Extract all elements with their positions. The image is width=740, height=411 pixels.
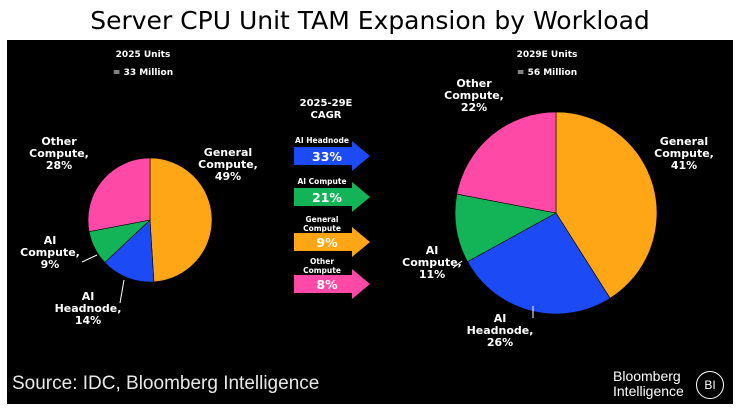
pie-2-label-ai-headnode: 26% <box>487 336 513 349</box>
pie-2-label-other-compute: Other <box>456 77 492 90</box>
pie-1-slice-ai-headnode <box>104 219 155 283</box>
pie-1-label-general-compute: 49% <box>215 170 241 183</box>
pie-2-title: 2029E Units <box>517 50 578 60</box>
pie-1-subtitle: = 33 Million <box>113 68 173 78</box>
pie-chart-2: 2029E Units= 56 MillionGeneralCompute,41… <box>402 50 714 349</box>
cagr-arrow-ai-compute <box>294 182 370 212</box>
cagr-value-ai-compute: 21% <box>312 190 342 205</box>
cagr-value-other-compute: 8% <box>316 277 338 292</box>
pie-2-leader-ai-compute <box>452 260 463 269</box>
cagr-category-general-compute: General <box>306 215 339 224</box>
pie-2-slice-ai-headnode <box>467 212 611 315</box>
pie-2-label-other-compute: 22% <box>461 101 487 114</box>
pie-2-label-general-compute: 41% <box>671 159 697 172</box>
pie-1-label-other-compute: Compute, <box>29 147 89 160</box>
pie-1-label-other-compute: Other <box>41 135 77 148</box>
pie-1-title: 2025 Units <box>116 50 171 60</box>
brand-line-2: Intelligence <box>613 383 684 399</box>
cagr-arrow-other-compute <box>294 269 370 299</box>
cagr-arrow-ai-headnode <box>294 141 370 171</box>
cagr-category-ai-compute: AI Compute <box>297 177 346 186</box>
pie-2-label-ai-compute: 11% <box>419 268 445 281</box>
cagr-title: CAGR <box>311 110 342 121</box>
pie-2-label-general-compute: General <box>660 135 708 148</box>
chart-title: Server CPU Unit TAM Expansion by Workloa… <box>90 6 650 35</box>
cagr-arrow-general-compute <box>294 227 370 257</box>
pie-1-label-ai-compute: Compute, <box>20 246 80 259</box>
pie-1-label-other-compute: 28% <box>46 159 72 172</box>
pie-2-label-ai-compute: Compute, <box>402 256 462 269</box>
pie-1-label-ai-compute: 9% <box>41 258 60 271</box>
cagr-title: 2025-29E <box>300 98 353 109</box>
pie-1-leader-ai-headnode <box>119 279 125 304</box>
source-note: Source: IDC, Bloomberg Intelligence <box>12 373 320 394</box>
brand-logo: Bloomberg Intelligence <box>613 369 684 399</box>
pie-chart-1: 2025 Units= 33 MillionGeneralCompute,49%… <box>20 50 258 327</box>
pie-1-leader-ai-compute <box>81 254 98 263</box>
bi-badge-icon: BI <box>696 371 724 399</box>
cagr-category-ai-headnode: AI Headnode <box>295 136 349 145</box>
pie-1-label-ai-compute: AI <box>44 234 57 247</box>
cagr-value-ai-headnode: 33% <box>312 149 342 164</box>
pie-1-label-general-compute: General <box>204 146 252 159</box>
pie-2-subtitle: = 56 Million <box>517 68 577 78</box>
pie-1-label-ai-headnode: Headnode, <box>55 302 122 315</box>
pie-2-slice-ai-compute <box>454 193 557 263</box>
pie-2-label-general-compute: Compute, <box>654 147 714 160</box>
pie-1-slice-general-compute <box>149 157 213 283</box>
pie-1-label-ai-headnode: AI <box>82 290 95 303</box>
pie-2-label-ai-compute: AI <box>426 244 439 257</box>
pie-2-label-other-compute: Compute, <box>444 89 504 102</box>
pie-1-label-general-compute: Compute, <box>198 158 258 171</box>
pie-1-slice-other-compute <box>87 157 151 232</box>
cagr-value-general-compute: 9% <box>316 235 338 250</box>
pie-2-label-ai-headnode: Headnode, <box>467 324 534 337</box>
pie-1-label-ai-headnode: 14% <box>75 314 101 327</box>
brand-line-1: Bloomberg <box>613 368 681 384</box>
pie-2-slice-general-compute <box>555 111 658 299</box>
cagr-category-other-compute: Compute <box>303 266 341 275</box>
pie-2-slice-other-compute <box>456 111 557 214</box>
cagr-category-general-compute: Compute <box>303 224 341 233</box>
cagr-category-other-compute: Other <box>310 257 334 266</box>
pie-2-label-ai-headnode: AI <box>494 312 507 325</box>
